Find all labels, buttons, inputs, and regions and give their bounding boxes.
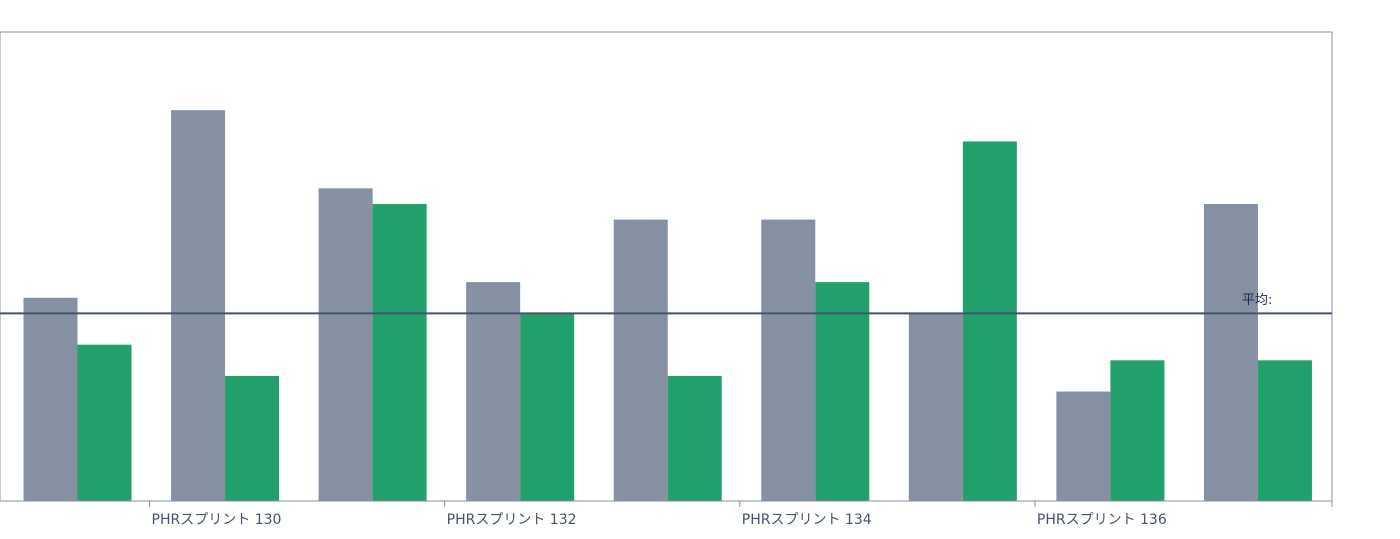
bar <box>761 219 816 501</box>
bar <box>77 344 132 501</box>
bar <box>318 188 373 502</box>
bar <box>1203 203 1258 501</box>
bar <box>1110 360 1165 501</box>
bar <box>613 219 668 501</box>
bar <box>520 313 575 501</box>
x-tick-label: PHRスプリント 132 <box>447 512 577 528</box>
bar <box>171 110 226 502</box>
x-tick-label: PHRスプリント 134 <box>742 512 872 528</box>
bar <box>1257 360 1312 501</box>
bar <box>667 375 722 501</box>
bar <box>908 313 963 501</box>
x-tick-label: PHRスプリント 130 <box>152 512 282 528</box>
bar <box>1056 391 1111 501</box>
x-tick-label: PHRスプリント 136 <box>1037 512 1167 528</box>
bar <box>372 203 427 501</box>
bar <box>815 282 870 501</box>
average-label: 平均: <box>1242 293 1272 308</box>
bar <box>466 282 521 501</box>
bar <box>23 297 78 501</box>
bar <box>962 141 1017 501</box>
bar <box>225 375 280 501</box>
